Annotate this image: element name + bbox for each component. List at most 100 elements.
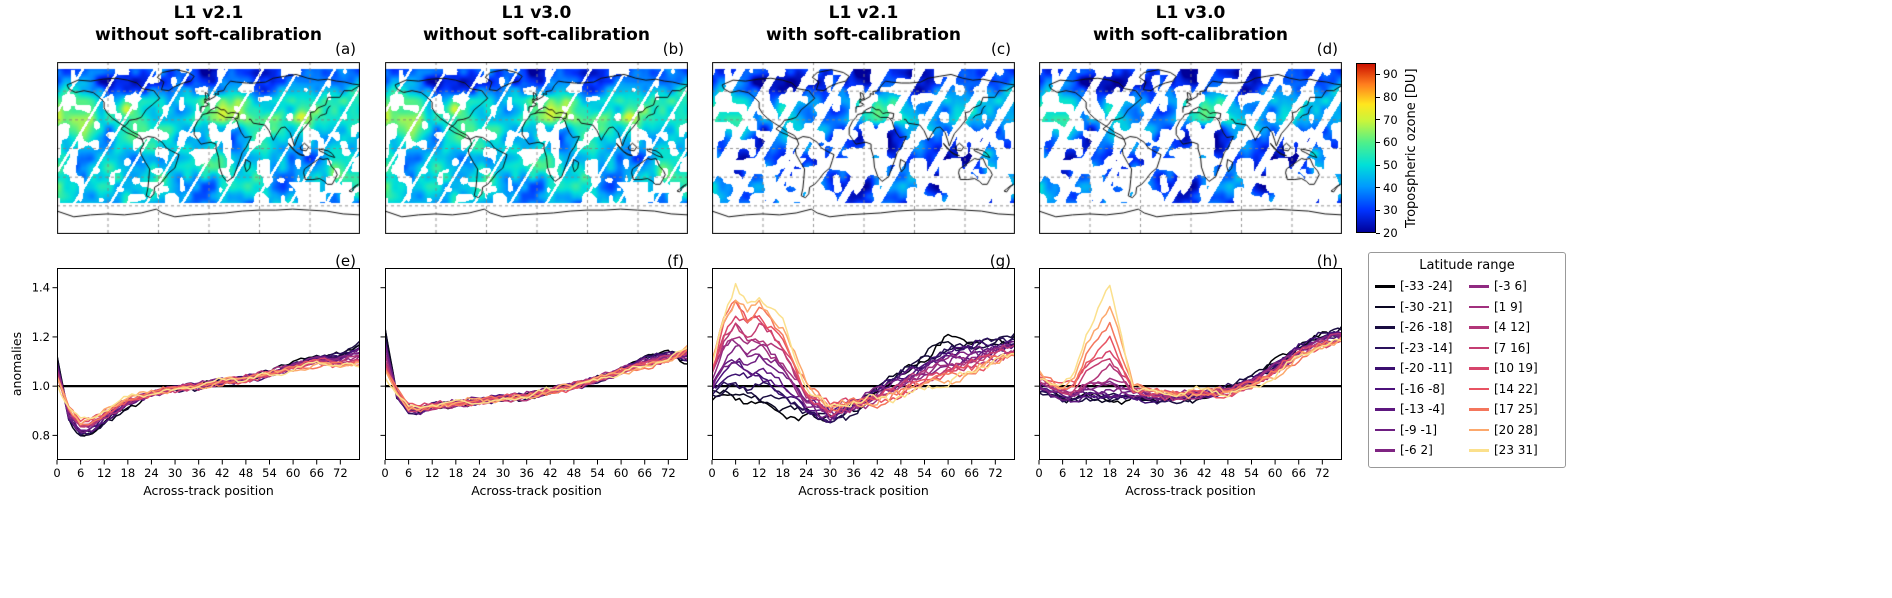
colorbar-tick-label: 20 [1383, 226, 1398, 240]
plot-frame [57, 268, 360, 460]
x-tick-label: 72 [661, 466, 676, 480]
map-title-c-line1: L1 v2.1 [828, 3, 899, 23]
x-tick-label: 18 [1103, 466, 1118, 480]
x-tick-label: 36 [191, 466, 206, 480]
map-title-c: L1 v2.1 with soft-calibration [712, 2, 1015, 46]
y-tick-label: 0.8 [32, 428, 50, 442]
series-line [385, 341, 688, 411]
legend-line-swatch [1469, 449, 1489, 452]
colorbar-tick-label: 60 [1383, 135, 1398, 150]
legend-line-swatch [1375, 326, 1395, 329]
legend-label: [20 28] [1494, 422, 1538, 437]
ozone-map-a [57, 62, 360, 234]
series-line [385, 348, 688, 413]
x-tick-label: 60 [614, 466, 629, 480]
colorbar-tick-label: 80 [1383, 90, 1398, 104]
x-tick-label: 48 [894, 466, 909, 480]
series-line [712, 344, 1015, 420]
x-tick-label: 42 [870, 466, 885, 480]
x-tick-label: 54 [590, 466, 605, 480]
x-tick-label: 0 [381, 466, 388, 480]
legend-entry: [-23 -14] [1375, 338, 1465, 359]
legend-label: [10 19] [1494, 361, 1538, 376]
series-line [385, 340, 688, 414]
series-line [385, 334, 688, 415]
legend-line-swatch [1375, 387, 1395, 390]
y-axis-label: anomalies [9, 332, 24, 396]
series-line [385, 351, 688, 411]
legend-line-swatch [1375, 285, 1395, 288]
panel-letter-a: (a) [335, 40, 356, 58]
y-tick-label: 1.0 [32, 379, 50, 393]
plot-frame [1039, 268, 1342, 460]
map-panel-b: L1 v3.0 without soft-calibration (b) [385, 0, 688, 240]
series-line [385, 344, 688, 411]
line-chart-panel-f: (f) 0 6 12 18 24 30 36 42 48 54 60 66 72 Across-track… [380, 252, 688, 512]
ozone-map-d [1039, 62, 1342, 234]
x-tick-label: 0 [708, 466, 715, 480]
panel-letter-e: (e) [335, 252, 356, 270]
series-line [57, 358, 360, 423]
legend-label: [-30 -21] [1400, 299, 1453, 314]
x-tick-label: 36 [846, 466, 861, 480]
anomaly-chart-h: 0 6 12 18 24 30 36 42 48 54 60 66 72 Across-track pos… [1034, 268, 1342, 498]
y-tick-label: 1.2 [32, 330, 50, 344]
map-title-b-line2: without soft-calibration [423, 25, 650, 45]
x-tick-label: 48 [239, 466, 254, 480]
x-tick-label: 36 [1173, 466, 1188, 480]
legend-entry: [-3 6] [1469, 276, 1559, 297]
ozone-map-b [385, 62, 688, 234]
panel-letter-h: (h) [1316, 252, 1338, 270]
colorbar-tick-mark [1376, 187, 1380, 189]
line-chart-panel-h: (h) 0 6 12 18 24 30 36 42 48 54 60 66 72 Across-track… [1034, 252, 1342, 512]
x-tick-label: 24 [144, 466, 159, 480]
legend-label: [7 16] [1494, 340, 1531, 355]
panel-letter-f: (f) [667, 252, 684, 270]
legend-entry: [1 9] [1469, 297, 1559, 318]
legend-entry: [-16 -8] [1375, 379, 1465, 400]
series-line [712, 340, 1015, 422]
series-line [1039, 335, 1342, 399]
series-line [712, 282, 1015, 408]
plot-frame [385, 268, 688, 460]
legend-entry: [-30 -21] [1375, 297, 1465, 318]
plot-frame [712, 268, 1015, 460]
x-tick-label: 42 [543, 466, 558, 480]
x-axis-label: Across-track position [1125, 483, 1256, 498]
series-line [57, 360, 360, 420]
colorbar-tick-mark [1376, 119, 1380, 121]
legend-columns: [-33 -24] [-30 -21] [-26 -18] [-23 -14] [-20… [1375, 276, 1559, 461]
series-line [712, 299, 1015, 408]
x-tick-label: 36 [519, 466, 534, 480]
legend-line-swatch [1469, 305, 1489, 308]
colorbar-tick-mark [1376, 96, 1380, 98]
map-panel-c: L1 v2.1 with soft-calibration (c) [712, 0, 1015, 240]
legend-entry: [-9 -1] [1375, 420, 1465, 441]
series-group [57, 340, 360, 437]
x-tick-label: 72 [988, 466, 1003, 480]
x-tick-label: 30 [168, 466, 183, 480]
colorbar-tick-mark [1376, 73, 1380, 75]
x-axis-label: Across-track position [798, 483, 929, 498]
series-line [712, 343, 1015, 415]
x-tick-label: 12 [1079, 466, 1094, 480]
x-tick-label: 48 [1221, 466, 1236, 480]
colorbar-tick-label: 70 [1383, 112, 1398, 127]
legend-line-swatch [1469, 408, 1489, 411]
colorbar-tick-mark [1376, 164, 1380, 166]
series-line [57, 361, 360, 426]
x-tick-label: 6 [405, 466, 412, 480]
x-tick-label: 18 [776, 466, 791, 480]
legend-entry: [-13 -4] [1375, 399, 1465, 420]
series-line [712, 339, 1015, 423]
map-title-a-line2: without soft-calibration [95, 25, 322, 45]
series-line [385, 344, 688, 413]
legend-entry: [-33 -24] [1375, 276, 1465, 297]
legend-entry: [17 25] [1469, 399, 1559, 420]
x-tick-label: 6 [1059, 466, 1066, 480]
series-line [712, 336, 1015, 412]
legend-title: Latitude range [1419, 258, 1515, 273]
anomaly-chart-f: 0 6 12 18 24 30 36 42 48 54 60 66 72 Across-track pos… [380, 268, 688, 498]
colorbar-tick-label: 30 [1383, 203, 1398, 218]
